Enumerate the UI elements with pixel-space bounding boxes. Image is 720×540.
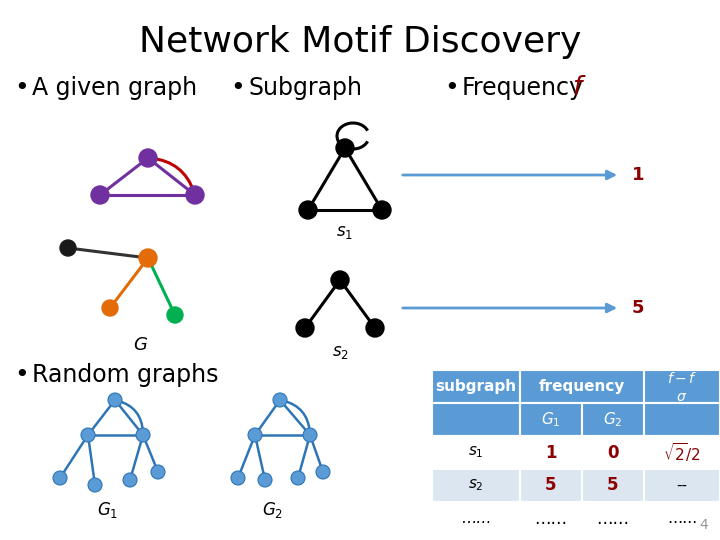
- Bar: [582, 502, 644, 535]
- Circle shape: [258, 473, 272, 487]
- Bar: [644, 469, 720, 502]
- Circle shape: [60, 240, 76, 256]
- Circle shape: [136, 428, 150, 442]
- Text: subgraph: subgraph: [436, 379, 516, 394]
- Text: $G_1$: $G_1$: [541, 410, 561, 429]
- Text: $\sqrt{2}/2$: $\sqrt{2}/2$: [663, 441, 701, 464]
- Text: $f$: $f$: [572, 75, 587, 101]
- Circle shape: [139, 249, 157, 267]
- Bar: [582, 469, 644, 502]
- Text: $s_2$: $s_2$: [331, 343, 348, 361]
- Bar: [432, 403, 520, 436]
- Text: $G_2$: $G_2$: [603, 410, 623, 429]
- Circle shape: [139, 149, 157, 167]
- Circle shape: [108, 393, 122, 407]
- Text: $s_1$: $s_1$: [468, 444, 484, 460]
- Bar: [582, 436, 644, 469]
- Circle shape: [331, 271, 349, 289]
- Bar: [432, 370, 520, 403]
- Text: 5: 5: [632, 299, 644, 317]
- Text: $f-\bar{f}$
$\sigma$: $f-\bar{f}$ $\sigma$: [667, 369, 697, 404]
- Text: G: G: [133, 336, 147, 354]
- Bar: [644, 403, 720, 436]
- Text: 1: 1: [632, 166, 644, 184]
- Text: A given graph: A given graph: [32, 76, 197, 100]
- Circle shape: [53, 471, 67, 485]
- Text: Random graphs: Random graphs: [32, 363, 218, 387]
- Circle shape: [88, 478, 102, 492]
- Circle shape: [303, 428, 317, 442]
- Text: $s_2$: $s_2$: [468, 478, 484, 494]
- Bar: [520, 403, 582, 436]
- Text: 1: 1: [545, 443, 557, 462]
- Text: •: •: [230, 76, 246, 100]
- Circle shape: [231, 471, 245, 485]
- Text: 5: 5: [545, 476, 557, 495]
- Circle shape: [81, 428, 95, 442]
- Bar: [432, 469, 520, 502]
- Circle shape: [102, 300, 118, 316]
- Circle shape: [336, 139, 354, 157]
- Bar: [520, 469, 582, 502]
- Circle shape: [291, 471, 305, 485]
- Text: ……: ……: [667, 511, 697, 526]
- Text: ……: ……: [596, 510, 629, 528]
- Text: ……: ……: [534, 510, 567, 528]
- Circle shape: [366, 319, 384, 337]
- Bar: [520, 502, 582, 535]
- Text: $G_2$: $G_2$: [262, 500, 284, 520]
- Circle shape: [123, 473, 137, 487]
- Bar: [644, 436, 720, 469]
- Circle shape: [373, 201, 391, 219]
- Text: 5: 5: [607, 476, 618, 495]
- Circle shape: [273, 393, 287, 407]
- Circle shape: [299, 201, 317, 219]
- Text: $s_1$: $s_1$: [336, 223, 354, 241]
- Text: •: •: [14, 76, 30, 100]
- Text: frequency: frequency: [539, 379, 625, 394]
- Circle shape: [186, 186, 204, 204]
- Text: •: •: [445, 76, 459, 100]
- Circle shape: [151, 465, 165, 479]
- Circle shape: [296, 319, 314, 337]
- Bar: [520, 370, 644, 403]
- Bar: [432, 436, 520, 469]
- Bar: [644, 370, 720, 403]
- Text: --: --: [677, 478, 688, 493]
- Text: •: •: [14, 363, 30, 387]
- Text: 0: 0: [607, 443, 618, 462]
- Circle shape: [167, 307, 183, 323]
- Bar: [520, 436, 582, 469]
- Text: Network Motif Discovery: Network Motif Discovery: [139, 25, 581, 59]
- Circle shape: [316, 465, 330, 479]
- Text: 4: 4: [699, 518, 708, 532]
- Text: $G_1$: $G_1$: [97, 500, 119, 520]
- Text: Frequency: Frequency: [462, 76, 584, 100]
- Text: ……: ……: [461, 511, 491, 526]
- Circle shape: [248, 428, 262, 442]
- Bar: [432, 502, 520, 535]
- Circle shape: [91, 186, 109, 204]
- Bar: [582, 403, 644, 436]
- Text: Subgraph: Subgraph: [248, 76, 362, 100]
- Bar: [644, 502, 720, 535]
